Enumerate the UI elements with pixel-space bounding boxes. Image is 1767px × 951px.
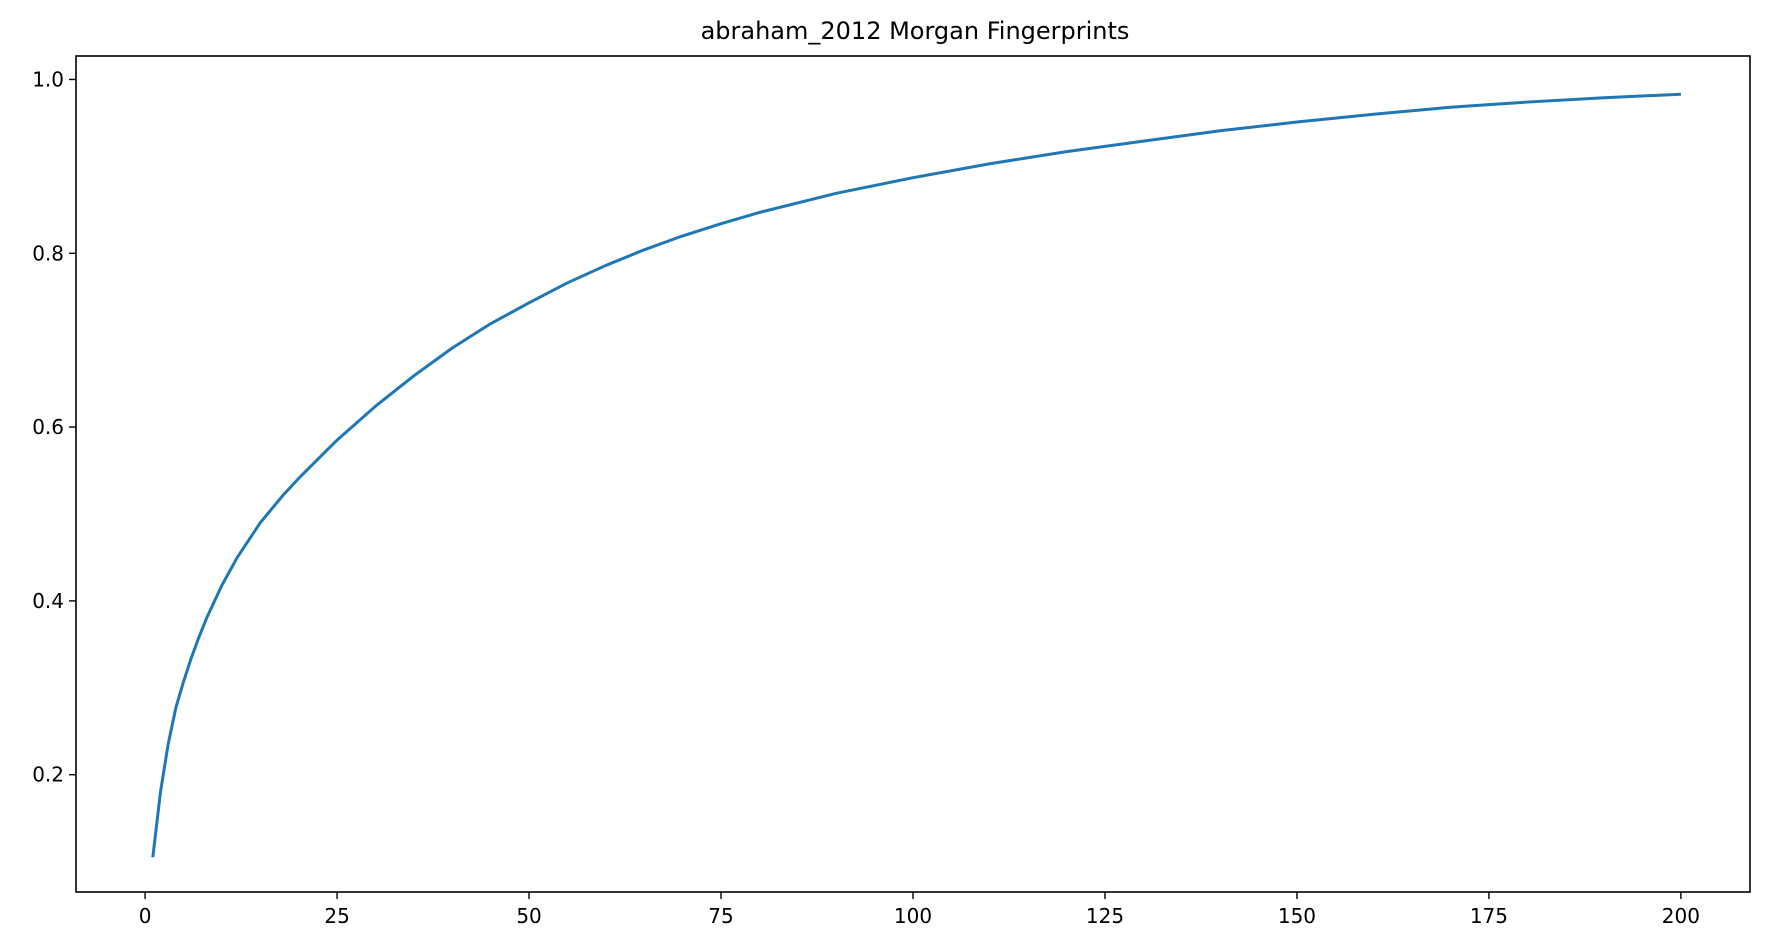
x-tick-label: 175 <box>1470 904 1508 928</box>
x-tick-label: 75 <box>708 904 733 928</box>
y-tick-label: 0.2 <box>32 763 64 787</box>
y-tick-label: 0.8 <box>32 241 64 265</box>
chart-title: abraham_2012 Morgan Fingerprints <box>701 17 1130 45</box>
plot-frame <box>75 55 1751 893</box>
series-line <box>151 92 1681 858</box>
x-tick-label: 150 <box>1278 904 1316 928</box>
x-tick-label: 50 <box>516 904 541 928</box>
x-axis: 0 25 50 75 100 125 150 175 200 <box>139 892 1700 928</box>
y-tick-label: 0.6 <box>32 415 64 439</box>
x-tick-label: 0 <box>139 904 152 928</box>
y-tick-label: 0.4 <box>32 589 64 613</box>
y-axis: 0.2 0.4 0.6 0.8 1.0 <box>32 67 76 787</box>
x-tick-label: 25 <box>324 904 349 928</box>
x-tick-label: 100 <box>894 904 932 928</box>
x-tick-label: 200 <box>1662 904 1700 928</box>
x-tick-label: 125 <box>1086 904 1124 928</box>
series-layer <box>151 92 1681 858</box>
y-tick-label: 1.0 <box>32 67 64 91</box>
